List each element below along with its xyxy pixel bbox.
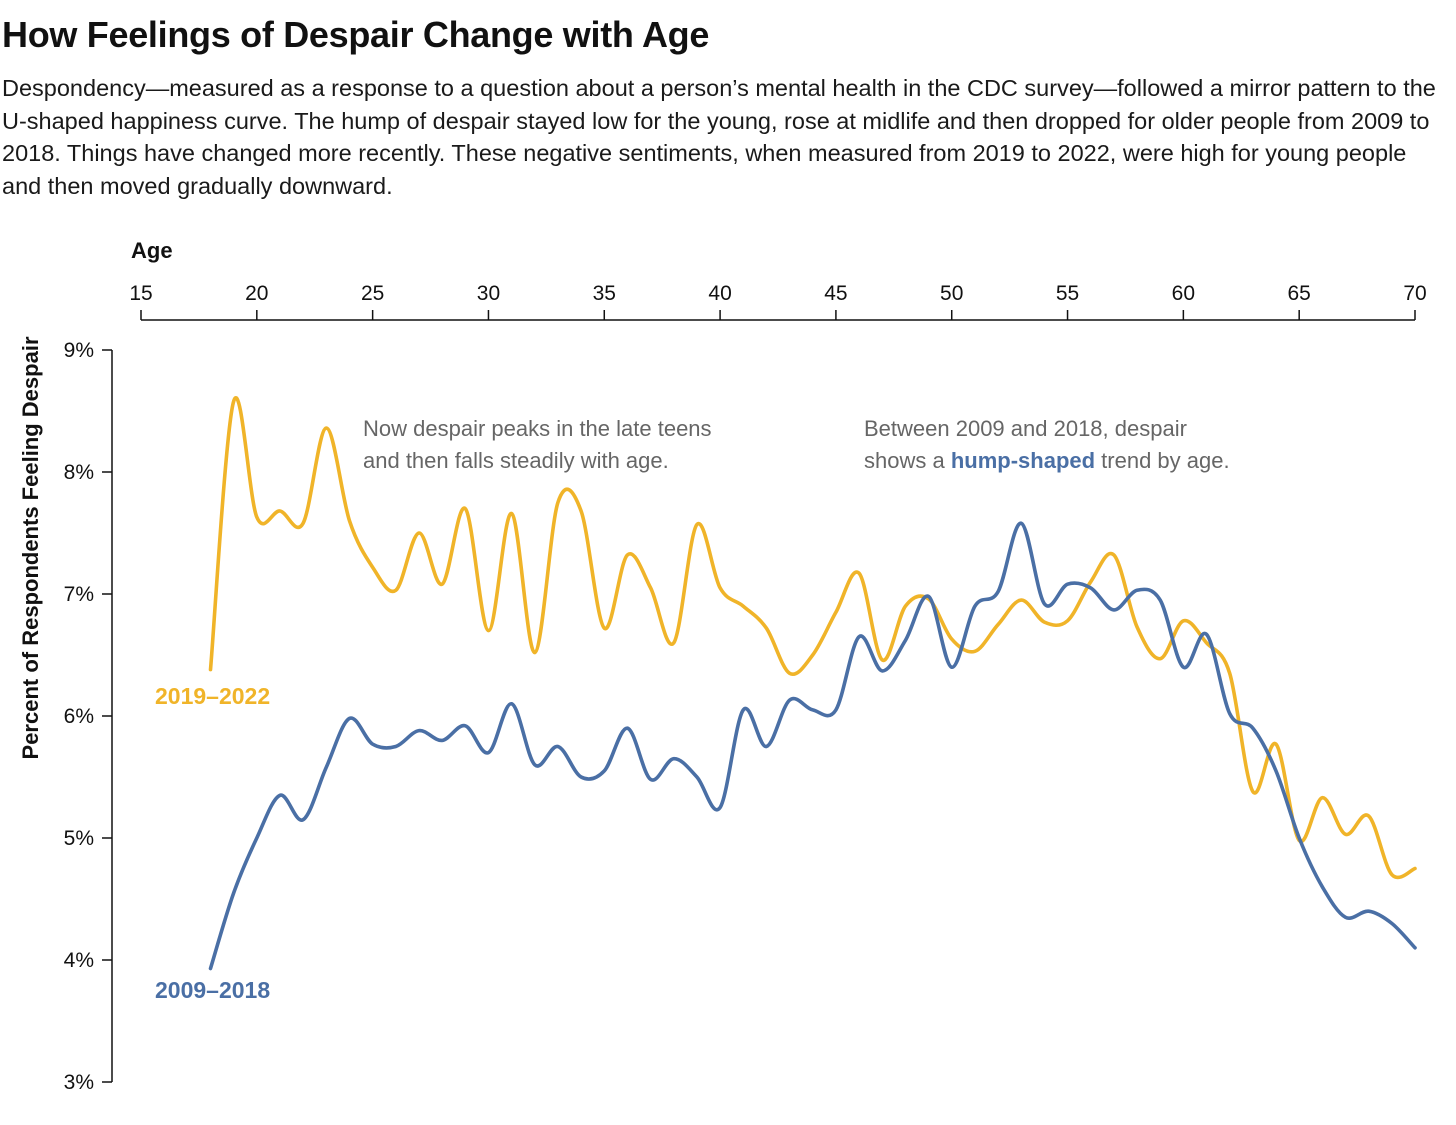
series-line-2009-2018 (208, 521, 1417, 971)
annotation-right-line2: shows a hump-shaped trend by age. (864, 448, 1230, 473)
series-lines (208, 396, 1417, 971)
x-tick-label: 50 (940, 282, 963, 305)
y-tick-label: 4% (64, 949, 94, 972)
x-tick-label: 70 (1403, 282, 1426, 305)
y-tick-label: 9% (64, 339, 94, 362)
y-tick-label: 8% (64, 461, 94, 484)
y-tick-label: 3% (64, 1071, 94, 1094)
series-labels: 2019–2022 2009–2018 (155, 683, 270, 1003)
annotation-right-line2-bold: hump-shaped (951, 448, 1095, 473)
annotation-left-line1: Now despair peaks in the late teens (363, 416, 712, 441)
series-label-2019-2022: 2019–2022 (155, 683, 270, 709)
annotation-left-line2: and then falls steadily with age. (363, 448, 669, 473)
x-tick-label: 15 (129, 282, 152, 305)
annotation-right-line2-pre: shows a (864, 448, 951, 473)
y-axis-title: Percent of Respondents Feeling Despair (18, 336, 43, 759)
y-tick-label: 7% (64, 583, 94, 606)
x-tick-label: 30 (477, 282, 500, 305)
chart-title: How Feelings of Despair Change with Age (2, 14, 710, 55)
x-axis-title: Age (131, 238, 173, 263)
y-axis: Percent of Respondents Feeling Despair 9… (18, 336, 113, 1094)
series-label-2009-2018: 2009–2018 (155, 977, 270, 1003)
chart-subtitle: Despondency—measured as a response to a … (2, 75, 1436, 199)
x-tick-label: 55 (1056, 282, 1079, 305)
x-tick-label: 35 (593, 282, 616, 305)
annotations: Now despair peaks in the late teens and … (363, 416, 1230, 473)
x-tick-label: 65 (1288, 282, 1311, 305)
x-tick-label: 45 (824, 282, 847, 305)
annotation-right-line1: Between 2009 and 2018, despair (864, 416, 1187, 441)
x-ticks: 15 20 25 30 35 40 45 50 55 60 65 70 (129, 282, 1427, 320)
annotation-right-line2-post: trend by age. (1095, 448, 1230, 473)
x-axis: Age 15 20 25 30 35 40 45 50 55 60 65 70 (129, 238, 1427, 321)
x-tick-label: 60 (1172, 282, 1195, 305)
x-tick-label: 20 (245, 282, 268, 305)
x-tick-label: 25 (361, 282, 384, 305)
x-tick-label: 40 (708, 282, 731, 305)
y-ticks: 9% 8% 7% 6% 5% 4% 3% (64, 339, 112, 1094)
y-tick-label: 6% (64, 705, 94, 728)
y-tick-label: 5% (64, 827, 94, 850)
